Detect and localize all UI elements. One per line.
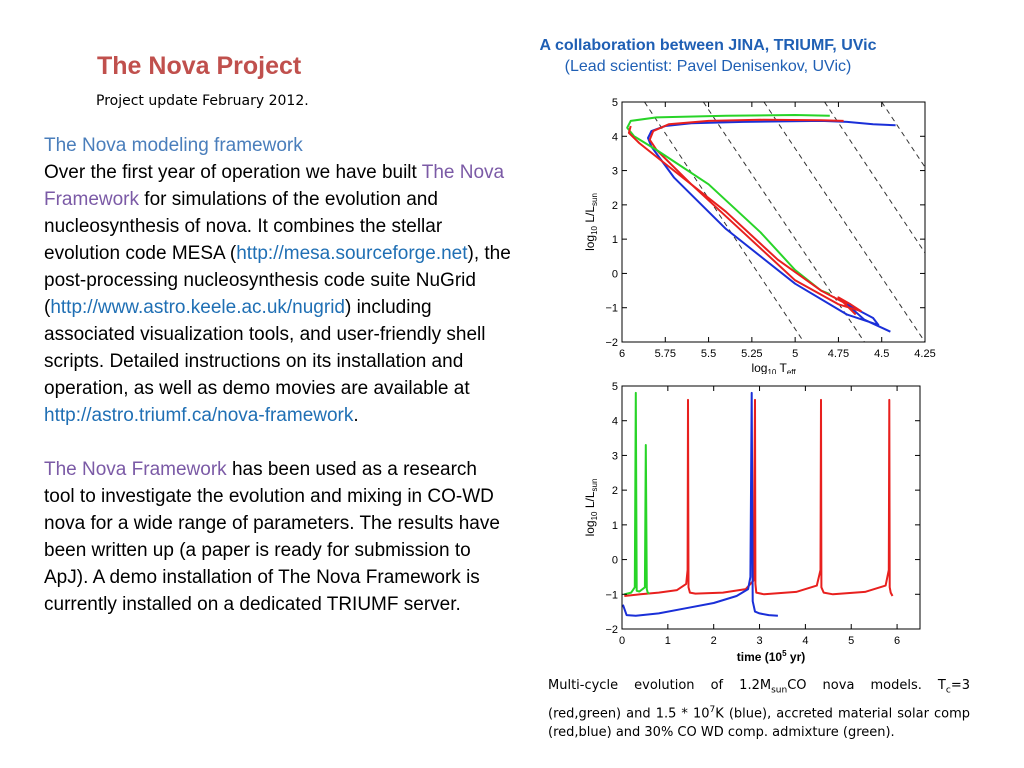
x-tick-label: 3	[756, 635, 762, 647]
mesa-link[interactable]: http://mesa.sourceforge.net	[236, 243, 468, 264]
section-heading: The Nova modeling framework	[44, 135, 303, 156]
y-tick-label: 4	[612, 416, 618, 428]
figure-caption: Multi-cycle evolution of 1.2MsunCO nova …	[548, 676, 970, 742]
x-tick-label: 5	[848, 635, 854, 647]
y-axis-label: log10 L/Lsun	[583, 479, 599, 537]
page-title: The Nova Project	[97, 52, 302, 80]
nugrid-link[interactable]: http://www.astro.keele.ac.uk/nugrid	[50, 297, 345, 318]
series-line-blue	[647, 119, 896, 333]
x-tick-label: 2	[711, 635, 717, 647]
caption-text: K (blue), accreted material solar comp (…	[548, 705, 970, 740]
paragraph-2: The Nova Framework has been used as a re…	[44, 456, 512, 618]
x-tick-label: 5	[792, 348, 798, 360]
x-axis-label: time (105 yr)	[737, 649, 806, 664]
series-line-green	[626, 114, 831, 295]
caption-text: =3 (red,green) and 1.5 * 10	[548, 678, 970, 721]
y-tick-label: −2	[605, 624, 618, 636]
y-tick-label: −1	[605, 589, 618, 601]
x-tick-label: 6	[894, 635, 900, 647]
y-tick-label: 0	[612, 555, 618, 567]
x-tick-label: 4.25	[914, 348, 935, 360]
x-tick-label: 1	[665, 635, 671, 647]
series-line-darkred	[627, 125, 848, 306]
text-run: has been used as a research tool to inve…	[44, 459, 500, 615]
caption-sup: 7	[709, 704, 716, 715]
text-run: Over the first year of operation we have…	[44, 162, 422, 183]
text-run: ) including associated visualization too…	[44, 297, 486, 399]
lead-scientist-line: (Lead scientist: Pavel Denisenkov, UVic)	[564, 58, 852, 75]
y-tick-label: 5	[612, 381, 618, 393]
caption-sub: c	[945, 685, 951, 696]
series-line-green	[624, 391, 650, 596]
y-tick-label: 2	[612, 485, 618, 497]
caption-text: CO nova models. T	[787, 678, 946, 693]
y-tick-label: −2	[605, 337, 618, 349]
update-note: Project update February 2012.	[96, 93, 309, 109]
dashed-guide-line	[702, 102, 865, 342]
y-tick-label: 1	[612, 234, 618, 246]
y-axis-label: log10 L/Lsun	[583, 193, 599, 251]
caption-sub: sun	[771, 685, 788, 696]
x-tick-label: 4.5	[874, 348, 889, 360]
body-text: The Nova modeling framework Over the fir…	[44, 132, 512, 645]
text-run: ), the post-processing nucleosynthesis c…	[44, 243, 511, 318]
light-curve-chart: 0 1 2 3 4 5 6 −2 −1 0 1 2 3 4 5 log10 L/Lsun time (105 y…	[583, 381, 921, 664]
x-tick-label: 4	[802, 635, 808, 647]
x-tick-label: 5.5	[701, 348, 716, 360]
collaboration-block: A collaboration between JINA, TRIUMF, UV…	[488, 35, 928, 77]
dashed-guide-line	[644, 102, 805, 342]
dashed-guide-line	[824, 102, 925, 254]
dashed-guide-line	[881, 102, 925, 168]
framework-name: The Nova Framework	[44, 459, 227, 480]
y-tick-label: 3	[612, 166, 618, 178]
x-tick-label: 0	[619, 635, 625, 647]
text-run: .	[353, 405, 359, 426]
framework-name: The Nova Framework	[44, 162, 505, 210]
x-tick-label: 5.25	[741, 348, 762, 360]
y-tick-label: 2	[612, 200, 618, 212]
caption-text: Multi-cycle evolution of 1.2M	[548, 678, 772, 693]
hr-diagram-chart: 6 5.75 5.5 5.25 5 4.75 4.5 4.25−2−1012345log10 …	[583, 97, 936, 374]
x-tick-label: 6	[619, 348, 625, 360]
x-tick-label: 4.75	[828, 348, 849, 360]
y-tick-label: −1	[605, 303, 618, 315]
y-tick-label: 1	[612, 520, 618, 532]
collaboration-line: A collaboration between JINA, TRIUMF, UV…	[539, 37, 877, 54]
y-tick-label: 5	[612, 97, 618, 109]
series-line-red	[648, 118, 862, 316]
series-line-red	[624, 398, 894, 597]
text-run: for simulations of the evolution and nuc…	[44, 189, 443, 264]
y-tick-label: 4	[612, 131, 618, 143]
series-line-blue	[622, 391, 778, 617]
paragraph-1: The Nova modeling framework Over the fir…	[44, 132, 512, 429]
plot-frame	[621, 385, 921, 630]
y-tick-label: 3	[612, 450, 618, 462]
dashed-guide-line	[763, 102, 925, 342]
nova-framework-link[interactable]: http://astro.triumf.ca/nova-framework	[44, 405, 354, 426]
x-tick-label: 5.75	[655, 348, 676, 360]
x-axis-label: log10 Teff	[751, 361, 796, 374]
y-tick-label: 0	[612, 268, 618, 280]
plot-frame	[621, 101, 926, 343]
